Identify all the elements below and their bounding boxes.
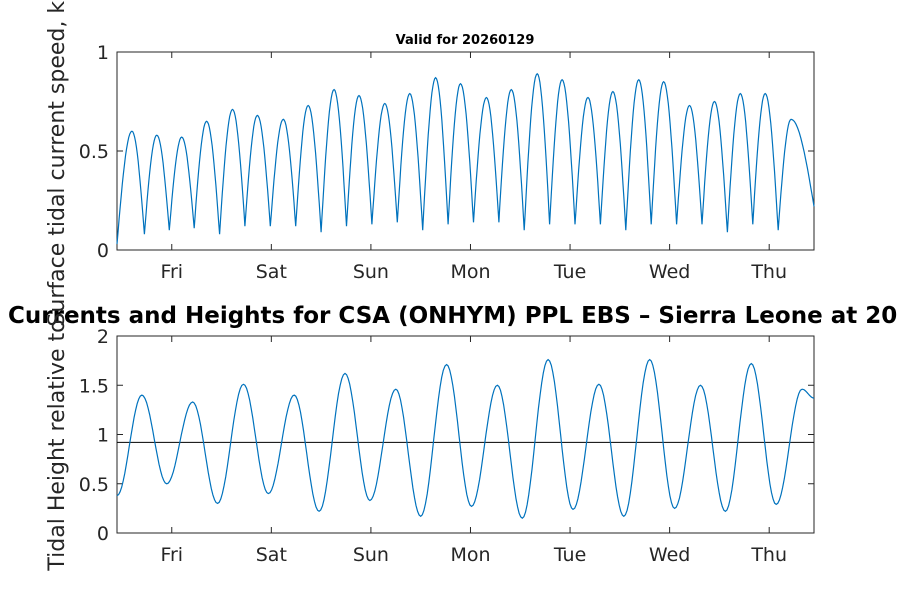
current-speed-x-tick-label: Sun — [353, 261, 389, 283]
tidal-height-y-tick-label: 1.5 — [79, 375, 109, 397]
current-speed-chart: Valid for 20260129 00.51 Fri Sat Sun Mon Tue… — [79, 33, 815, 283]
tidal-height-x-tick-label: Mon — [450, 544, 490, 566]
current-speed-y-ticks: 00.51 — [79, 42, 814, 262]
current-speed-x-tick-label: Mon — [450, 261, 490, 283]
tidal-height-y-tick-label: 0.5 — [79, 474, 109, 496]
current-speed-x-tick-label: Thu — [750, 261, 787, 283]
current-speed-x-tick-label: Sat — [256, 261, 287, 283]
tidal-height-y-tick-label: 0 — [97, 523, 109, 545]
current-speed-x-tick-label: Tue — [553, 261, 586, 283]
current-speed-y-tick-label: 1 — [97, 42, 109, 64]
current-speed-series-line — [116, 72, 815, 245]
tidal-height-chart-title: Currents and Heights for CSA (ONHYM) PPL… — [8, 303, 897, 329]
tidal-height-x-tick-label: Thu — [750, 544, 787, 566]
tidal-height-chart: 0 0.5 1 1.5 2 Fri Sat Sun Mon Tue Wed Thu — [79, 326, 815, 566]
current-speed-plot-area — [116, 51, 815, 251]
tidal-height-x-ticks: Fri Sat Sun Mon Tue Wed Thu — [160, 336, 787, 566]
tidal-height-y-label: Tidal Height relative to — [45, 319, 70, 571]
tidal-height-x-tick-label: Wed — [649, 544, 690, 566]
current-speed-chart-title: Valid for 20260129 — [396, 33, 535, 48]
current-speed-x-ticks: Fri Sat Sun Mon Tue Wed Thu — [160, 52, 787, 283]
tidal-height-x-tick-label: Sat — [256, 544, 287, 566]
tidal-height-x-tick-label: Fri — [160, 544, 183, 566]
current-speed-x-tick-label: Fri — [160, 261, 183, 283]
tidal-height-y-tick-label: 2 — [97, 326, 109, 348]
current-speed-x-tick-label: Wed — [649, 261, 690, 283]
tidal-height-plot-area — [116, 335, 815, 534]
tidal-height-x-tick-label: Sun — [353, 544, 389, 566]
current-speed-y-tick-label: 0 — [97, 240, 109, 262]
tidal-height-series-line — [116, 358, 815, 519]
tidal-height-y-ticks: 0 0.5 1 1.5 2 — [79, 326, 814, 545]
tidal-height-y-tick-label: 1 — [97, 425, 109, 447]
current-speed-y-label: Surface tidal current speed, knots — [45, 0, 70, 327]
current-speed-y-tick-label: 0.5 — [79, 141, 109, 163]
tidal-height-x-tick-label: Tue — [553, 544, 586, 566]
